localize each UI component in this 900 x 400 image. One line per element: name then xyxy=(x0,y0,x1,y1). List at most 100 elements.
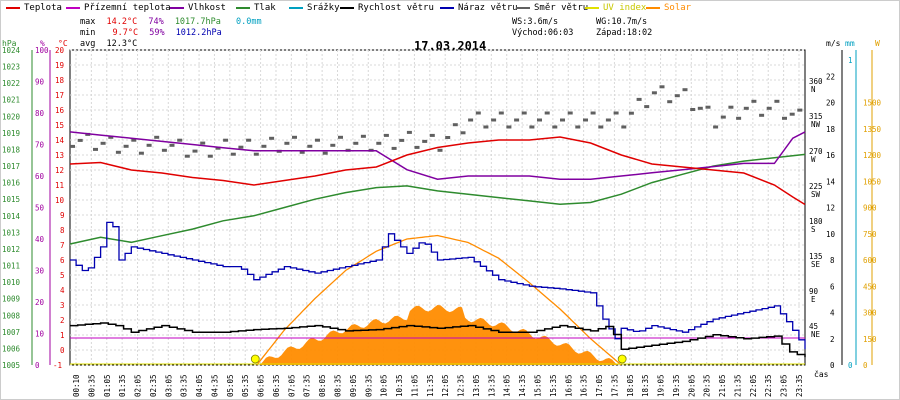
x-tick-label: 03:35 xyxy=(180,374,189,397)
legend-item: Přízemní teplota xyxy=(66,3,171,13)
wind-direction-mark xyxy=(338,135,343,139)
x-tick-label: 15:05 xyxy=(533,374,542,397)
x-tick-label: 17:05 xyxy=(595,374,604,397)
stats-max-row: max 14.2°C 74% 1017.7hPa 0.0mm xyxy=(80,17,262,27)
stats-max-press: 1017.7hPa xyxy=(174,17,221,27)
wind-ws: WS:3.6m/s xyxy=(512,17,559,27)
wind-direction-mark xyxy=(284,141,290,145)
stats-min-row: min 9.7°C 59% 1012.2hPa xyxy=(80,28,222,38)
temperature-tick: 18 xyxy=(55,76,65,85)
wind-direction-mark xyxy=(598,125,604,129)
wind-direction-mark xyxy=(460,131,466,135)
humidity-tick: 20 xyxy=(35,298,45,307)
pressure-tick: 1006 xyxy=(2,344,21,353)
wind-direction-mark xyxy=(307,144,313,148)
pressure-tick: 1014 xyxy=(2,212,21,221)
wind-direction-mark xyxy=(100,141,106,145)
wind-direction-mark xyxy=(207,154,213,158)
sunset-marker xyxy=(617,354,627,364)
humidity-tick: 60 xyxy=(35,172,45,181)
direction-tick: 315 xyxy=(809,112,823,121)
wind-direction-mark xyxy=(138,151,144,155)
wind-direction-mark xyxy=(590,111,596,115)
x-tick-label: 11:05 xyxy=(410,374,419,397)
wind-direction-mark xyxy=(253,152,259,156)
wind-direction-mark xyxy=(751,99,757,103)
wind-tick: 12 xyxy=(826,204,835,213)
wind-direction-mark xyxy=(491,118,497,122)
series-pressure xyxy=(69,153,806,245)
humidity-tick: 90 xyxy=(35,78,45,87)
temperature-tick: 15 xyxy=(55,121,64,130)
humidity-tick: 100 xyxy=(35,46,49,55)
legend-label: Solar xyxy=(664,3,692,13)
wind-direction-mark xyxy=(414,145,420,149)
stats-max-rain: 0.0mm xyxy=(236,17,262,27)
wind-direction-mark xyxy=(789,112,795,116)
wind-unit: m/s xyxy=(826,39,841,48)
temperature-tick: 5 xyxy=(60,271,65,280)
wind-direction-mark xyxy=(468,118,474,122)
pressure-tick: 1016 xyxy=(2,179,21,188)
legend-item: Srážky xyxy=(289,3,340,13)
x-tick-label: 22:05 xyxy=(749,374,758,397)
wind-direction-mark xyxy=(184,154,190,158)
direction-tick: 180 xyxy=(809,217,823,226)
stats-avg-label: avg xyxy=(80,39,96,49)
x-tick-label: 16:35 xyxy=(580,374,589,397)
direction-tick: 90 xyxy=(809,287,819,296)
pressure-tick: 1019 xyxy=(2,129,20,138)
pressure-tick: 1008 xyxy=(2,311,21,320)
humidity-tick: 30 xyxy=(35,267,45,276)
wind-direction-mark xyxy=(353,141,359,145)
pressure-tick: 1009 xyxy=(2,295,20,304)
temperature-tick: 14 xyxy=(55,136,65,145)
legend-swatch xyxy=(170,6,184,9)
solar-tick: 150 xyxy=(863,335,877,344)
x-tick-label: 00:35 xyxy=(87,374,96,397)
legend-swatch xyxy=(289,6,303,9)
wind-direction-mark xyxy=(667,100,673,104)
solar-area xyxy=(256,305,622,365)
temperature-tick: 4 xyxy=(60,286,65,295)
wind-tick: 0 xyxy=(830,361,835,370)
stats-min-temp: 9.7°C xyxy=(112,28,139,38)
wind-direction-mark xyxy=(223,138,229,142)
x-tick-label: 23:35 xyxy=(795,374,804,397)
wind-direction-mark xyxy=(743,106,749,110)
direction-tick-label: E xyxy=(811,295,816,304)
wind-direction-mark xyxy=(445,136,451,139)
wind-direction-mark xyxy=(177,138,183,142)
wind-direction-mark xyxy=(154,135,160,139)
sunset-info: Západ:18:02 xyxy=(596,28,653,38)
x-tick-label: 19:35 xyxy=(672,374,681,397)
temperature-tick: 9 xyxy=(60,211,65,220)
legend-item: Tlak xyxy=(236,3,276,13)
legend-item: Vlhkost xyxy=(170,3,226,13)
pressure-tick: 1020 xyxy=(2,112,21,121)
series-temperature xyxy=(69,136,806,206)
wind-direction-mark xyxy=(636,97,642,101)
temperature-tick: 19 xyxy=(55,61,64,70)
x-tick-label: 00:10 xyxy=(72,374,81,397)
temperature-tick: -1 xyxy=(53,361,62,370)
wind-direction-mark xyxy=(621,125,627,129)
wind-direction-mark xyxy=(115,150,121,154)
solar-tick: 300 xyxy=(863,309,877,318)
wind-direction-mark xyxy=(521,111,527,115)
x-tick-label: 13:05 xyxy=(472,374,481,397)
direction-tick-label: S xyxy=(811,225,816,234)
wind-direction-mark xyxy=(697,106,703,110)
legend-item: Teplota xyxy=(6,3,62,13)
wind-tick: 16 xyxy=(826,151,836,160)
stats-avg-row: avg 12.3°C xyxy=(80,39,137,49)
legend-label: Teplota xyxy=(24,3,62,13)
x-tick-label: 06:05 xyxy=(257,374,266,397)
x-tick-label: 18:35 xyxy=(641,374,650,397)
legend-swatch xyxy=(6,6,20,9)
solar-tick: 600 xyxy=(863,256,877,265)
temperature-tick: 12 xyxy=(55,166,64,175)
series-wind-gust xyxy=(70,221,806,350)
x-tick-label: 07:35 xyxy=(303,374,312,397)
x-tick-label: 17:35 xyxy=(610,374,619,397)
